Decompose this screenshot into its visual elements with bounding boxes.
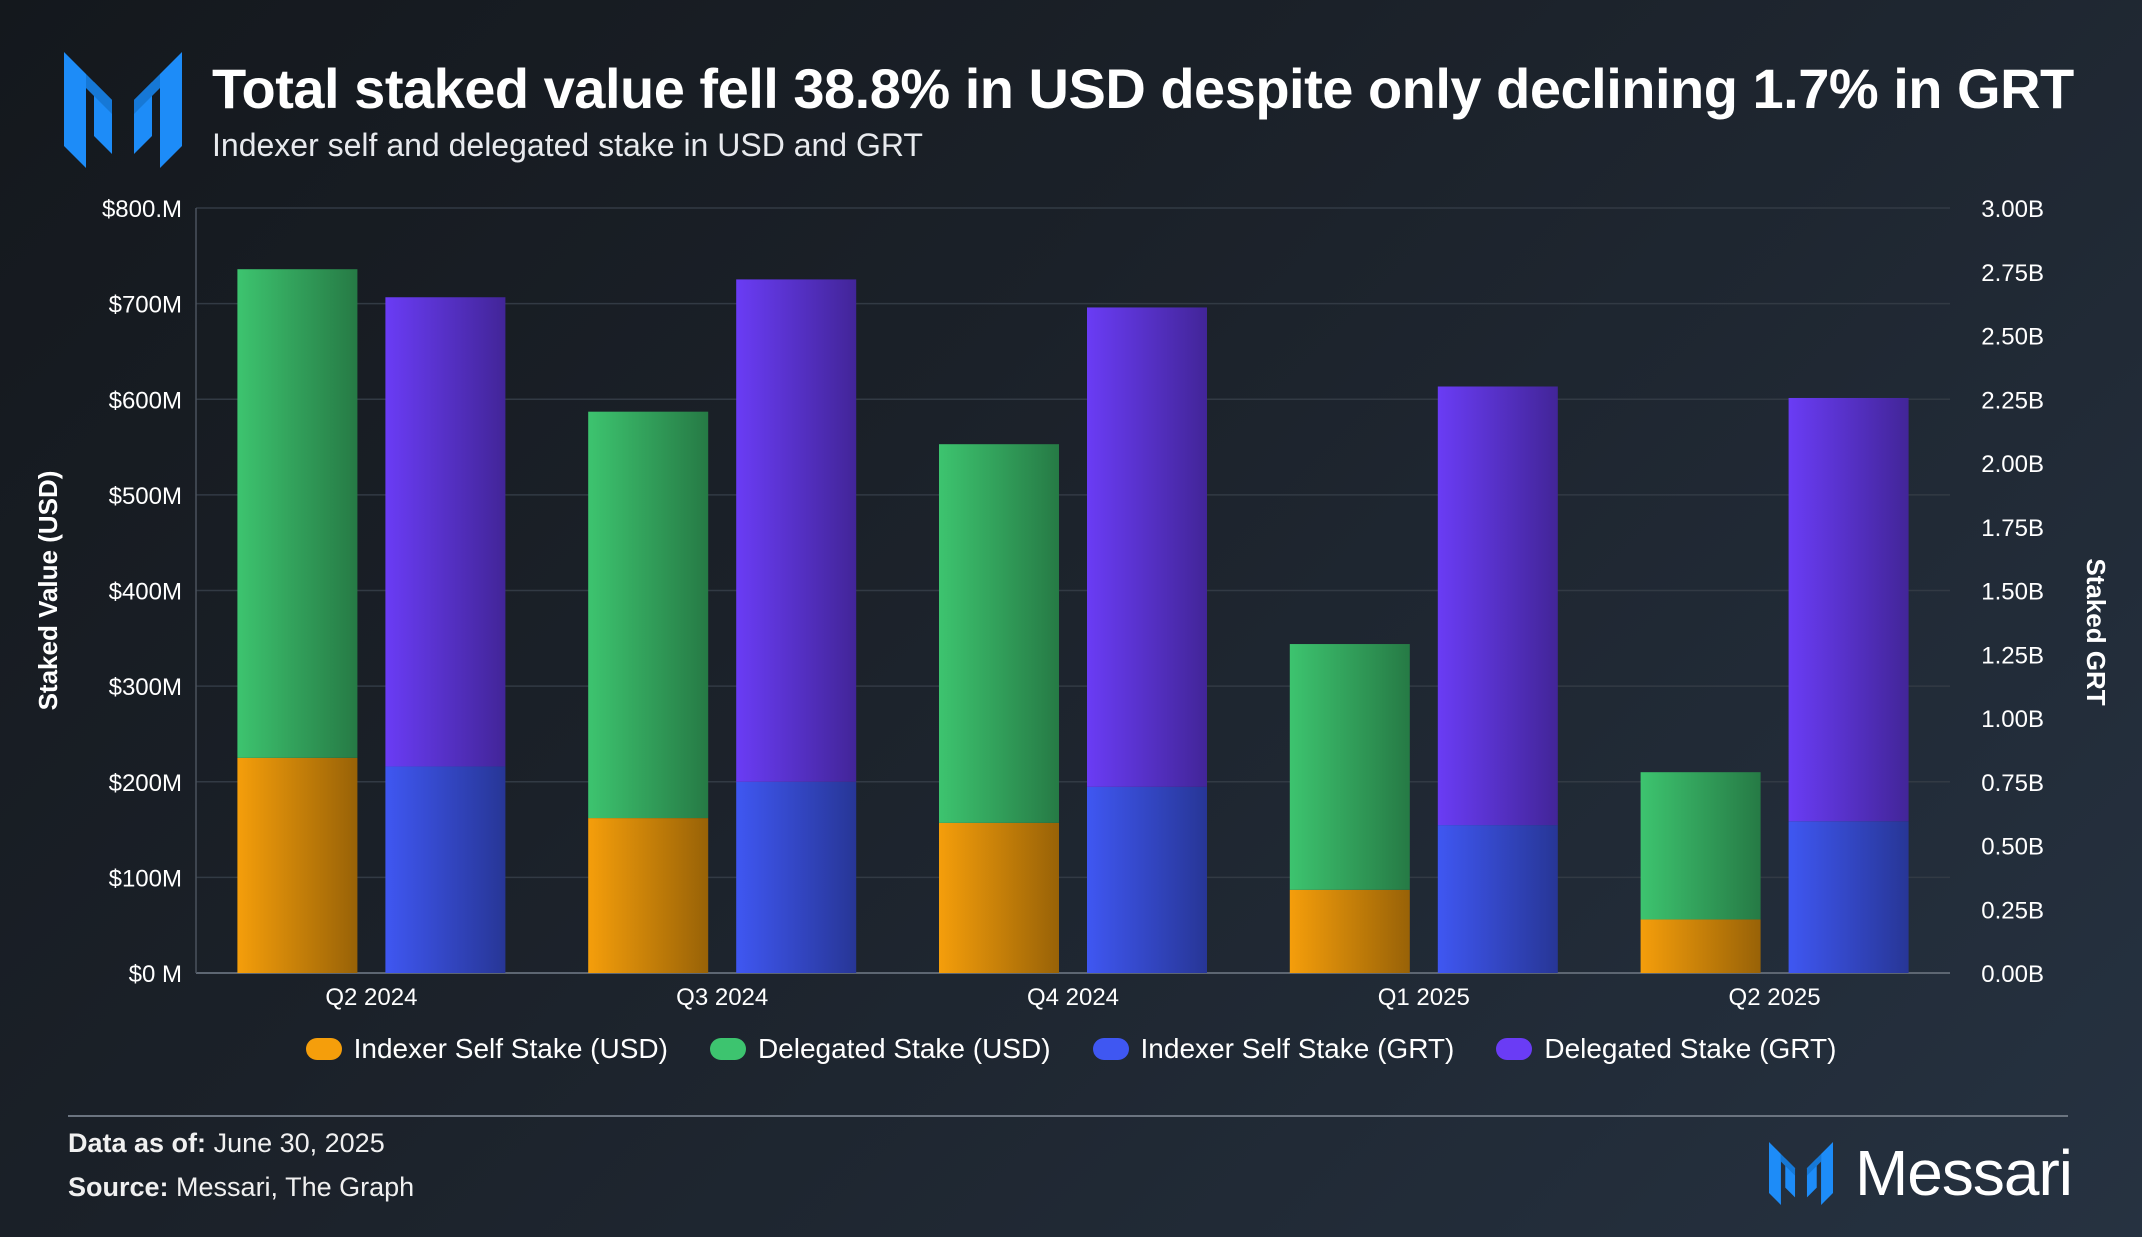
legend-label: Delegated Stake (GRT) (1544, 1033, 1837, 1064)
x-tick-label: Q4 2024 (1027, 984, 1119, 1011)
bar-delegated-stake-usd (588, 411, 709, 819)
bar-indexer-self-stake-grt (1437, 825, 1558, 973)
legend-label: Delegated Stake (USD) (757, 1033, 1051, 1064)
y-tick-label: $0 M (129, 961, 182, 988)
bar-indexer-self-stake-grt (1087, 786, 1207, 973)
y-right-tick-label: 2.25B (1981, 387, 2044, 414)
bar-delegated-stake-grt (1087, 307, 1207, 787)
legend-item: Indexer Self Stake (USD) (305, 1033, 668, 1065)
bar-delegated-stake-grt (1437, 386, 1558, 826)
source-label: Source: (68, 1172, 169, 1202)
source-line: Source: Messari, The Graph (68, 1172, 414, 1203)
legend-label: Indexer Self Stake (USD) (353, 1033, 668, 1064)
y-tick-label: $100M (109, 865, 182, 892)
chart-title: Total staked value fell 38.8% in USD des… (212, 57, 2074, 120)
bar-delegated-stake-grt (1788, 397, 1909, 822)
legend-swatch (709, 1038, 746, 1060)
x-tick-label: Q1 2025 (1378, 984, 1470, 1011)
bar-indexer-self-stake-usd (588, 818, 709, 973)
y-right-axis-title: Staked GRT (2081, 558, 2111, 705)
y-tick-label: $500M (109, 483, 182, 510)
bar-indexer-self-stake-grt (385, 766, 506, 973)
legend-label: Indexer Self Stake (GRT) (1140, 1033, 1455, 1064)
y-right-tick-label: 1.00B (1981, 706, 2044, 733)
messari-logo-icon (1768, 1141, 1833, 1205)
data-date-value: June 30, 2025 (213, 1128, 385, 1158)
source-value: Messari, The Graph (176, 1172, 415, 1202)
bar-indexer-self-stake-usd (237, 757, 358, 973)
legend-item: Indexer Self Stake (GRT) (1092, 1033, 1455, 1065)
y-tick-label: $700M (109, 292, 182, 319)
messari-logo-icon (64, 52, 182, 168)
y-right-tick-label: 0.75B (1981, 770, 2044, 797)
y-right-tick-label: 2.50B (1981, 324, 2044, 351)
brand-mark: Messari (1768, 1136, 2073, 1210)
brand-name: Messari (1854, 1137, 2073, 1209)
legend-item: Delegated Stake (GRT) (1496, 1033, 1836, 1065)
bar-indexer-self-stake-grt (1788, 821, 1909, 973)
x-tick-label: Q3 2024 (676, 984, 768, 1011)
x-tick-label: Q2 2025 (1729, 984, 1821, 1011)
bar-delegated-stake-usd (1640, 772, 1761, 920)
bar-delegated-stake-usd (237, 269, 358, 758)
y-right-tick-label: 0.50B (1981, 834, 2044, 861)
bar-indexer-self-stake-usd (1289, 889, 1410, 973)
legend-swatch (305, 1038, 342, 1060)
bar-delegated-stake-grt (736, 279, 857, 782)
y-tick-label: $800.M (102, 196, 182, 223)
y-right-tick-label: 1.75B (1981, 515, 2044, 542)
y-tick-label: $600M (109, 387, 182, 414)
y-right-tick-label: 0.25B (1981, 897, 2044, 924)
y-right-tick-label: 3.00B (1981, 196, 2044, 223)
legend-swatch (1092, 1038, 1129, 1060)
y-right-tick-label: 0.00B (1981, 961, 2044, 988)
bar-delegated-stake-grt (385, 297, 506, 767)
y-tick-label: $300M (109, 674, 182, 701)
chart-legend: Indexer Self Stake (USD) Delegated Stake … (0, 1033, 2142, 1065)
y-right-tick-label: 1.50B (1981, 579, 2044, 606)
data-date-label: Data as of: (68, 1128, 207, 1158)
y-right-tick-label: 1.25B (1981, 642, 2044, 669)
bar-delegated-stake-usd (939, 444, 1059, 823)
x-tick-label: Q2 2024 (325, 984, 417, 1011)
footer-divider (68, 1115, 2068, 1117)
y-tick-label: $400M (109, 579, 182, 606)
bar-delegated-stake-usd (1289, 644, 1410, 890)
y-tick-label: $200M (109, 770, 182, 797)
bar-indexer-self-stake-usd (1640, 919, 1761, 973)
chart-subtitle: Indexer self and delegated stake in USD … (212, 127, 923, 163)
bar-indexer-self-stake-grt (736, 781, 857, 973)
data-date-line: Data as of: June 30, 2025 (68, 1128, 385, 1159)
y-axis-title: Staked Value (USD) (33, 471, 63, 711)
legend-swatch (1496, 1038, 1533, 1060)
legend-item: Delegated Stake (USD) (709, 1033, 1051, 1065)
bar-indexer-self-stake-usd (939, 822, 1059, 973)
y-right-tick-label: 2.00B (1981, 451, 2044, 478)
y-right-tick-label: 2.75B (1981, 260, 2044, 287)
